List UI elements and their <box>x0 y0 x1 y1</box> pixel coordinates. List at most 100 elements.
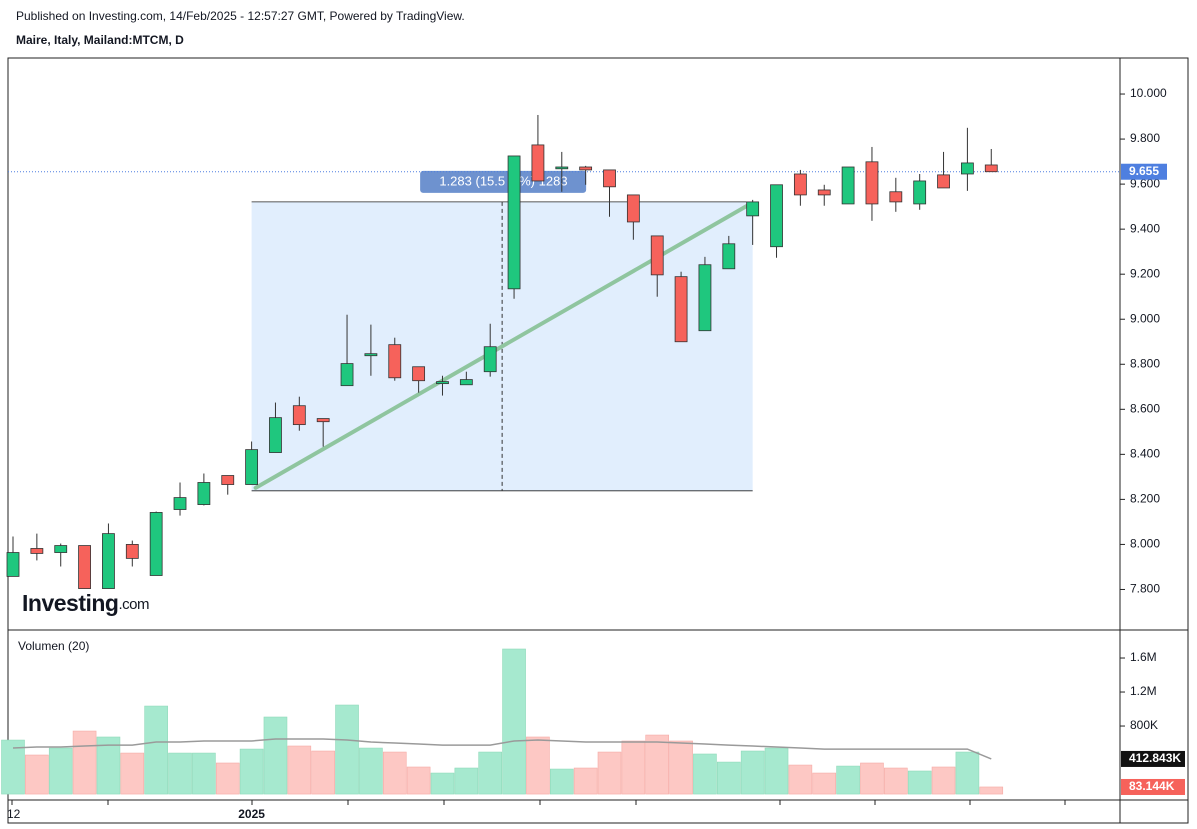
logo: Investing.com <box>22 590 149 616</box>
volume-bar <box>454 767 479 795</box>
candle-body <box>149 512 163 576</box>
volume-bar <box>955 751 980 795</box>
volume-bar <box>359 747 383 795</box>
candle-body <box>316 418 330 423</box>
published-note: Published on Investing.com, 14/Feb/2025 … <box>16 9 465 23</box>
candle-body <box>626 194 640 223</box>
candle-body <box>650 235 664 276</box>
volume-bar <box>48 747 73 795</box>
candle-body <box>507 155 521 290</box>
candle-body <box>746 201 760 217</box>
logo-suffix: .com <box>118 596 149 613</box>
candle-body <box>793 173 807 196</box>
candle-body <box>579 166 593 171</box>
volume-bar <box>931 766 956 795</box>
volume-bar <box>979 786 1004 795</box>
volume-bar <box>215 762 240 795</box>
candle-body <box>30 548 44 554</box>
candle-body <box>770 184 783 248</box>
volume-ma <box>12 738 992 760</box>
volume-bar <box>406 766 431 795</box>
candle-body <box>674 276 688 343</box>
candle-body <box>197 482 211 505</box>
volume-bar <box>120 752 145 795</box>
candle-body <box>269 417 282 453</box>
candle-body <box>125 544 139 559</box>
volume-bar <box>621 740 646 795</box>
volume-last-label-box <box>1121 778 1185 795</box>
volume-last-label: 83.144K <box>1129 779 1175 793</box>
candle-body <box>245 449 259 485</box>
candle-body <box>292 405 306 426</box>
y-tick-label: 7.800 <box>1130 582 1160 596</box>
volume-bar <box>478 751 503 795</box>
range-label: 1.283 (15.5 <box>439 173 505 188</box>
volume-title: Volumen (20) <box>18 639 89 653</box>
volume-bar <box>716 761 741 795</box>
candle-body <box>173 497 187 510</box>
y-tick-label: 8.400 <box>1130 447 1160 461</box>
volume-bar <box>645 734 670 795</box>
candle-body <box>865 161 879 205</box>
volume-bar <box>836 765 860 795</box>
y-tick-label: 9.600 <box>1130 176 1160 190</box>
x-tick-marks <box>11 800 1066 805</box>
candle-body <box>698 264 712 332</box>
volume-bar <box>860 762 884 795</box>
range-label-box <box>420 170 587 193</box>
volume-bar <box>263 716 288 795</box>
candle-body <box>937 174 950 189</box>
last-price-box <box>1121 163 1167 180</box>
candle-body <box>961 162 974 175</box>
candle-body <box>54 545 68 553</box>
volume-bar <box>239 748 264 795</box>
candle-body <box>483 346 497 373</box>
volume-bar <box>430 772 455 795</box>
range-arrow <box>253 202 751 490</box>
x-tick-label: 2025 <box>238 807 265 821</box>
volume-bar <box>907 770 932 795</box>
volume-bar <box>502 648 526 795</box>
volume-bar <box>788 764 813 795</box>
candle-body <box>817 189 831 196</box>
volume-bar <box>884 767 908 795</box>
volume-bar <box>335 704 359 795</box>
volume-bar <box>192 752 216 795</box>
y-tick-label: 1.2M <box>1130 684 1157 698</box>
y-tick-label: 800K <box>1130 718 1158 732</box>
ma-last-label: 412.843K <box>1129 751 1181 765</box>
candle-body <box>913 180 927 205</box>
volume-bar <box>1 739 25 795</box>
y-tick-label: 8.800 <box>1130 356 1160 370</box>
candle-body <box>984 164 998 173</box>
candle-body <box>340 363 354 387</box>
volume-bar <box>526 736 550 795</box>
candle-body <box>412 366 426 382</box>
y-tick-label: 9.200 <box>1130 266 1160 280</box>
y-tick-label: 9.400 <box>1130 221 1160 235</box>
volume-bar <box>382 751 407 795</box>
volume-bar <box>669 740 693 795</box>
volume-bar <box>25 754 49 795</box>
volume-bar <box>287 745 312 795</box>
volume-bar <box>72 730 97 795</box>
volume-bar <box>573 767 598 795</box>
frame <box>7 57 1189 824</box>
volume-bar <box>311 750 335 795</box>
x-tick-label: 12 <box>7 807 21 821</box>
y-tick-label: 9.000 <box>1130 311 1160 325</box>
y-tick-label: 8.200 <box>1130 492 1160 506</box>
logo-main: Investing <box>22 590 118 616</box>
volume-bar <box>549 768 574 795</box>
volume-bar <box>812 772 837 795</box>
volume-bar <box>740 750 765 795</box>
volume-bar <box>144 705 168 795</box>
volume-bar <box>764 747 789 795</box>
last-price-label: 9.655 <box>1129 164 1159 178</box>
candle-body <box>102 533 115 589</box>
candle-body <box>555 166 569 170</box>
candle-body <box>531 144 545 182</box>
volume-bar <box>96 736 121 795</box>
candle-body <box>459 379 473 386</box>
candle-body <box>6 552 20 577</box>
